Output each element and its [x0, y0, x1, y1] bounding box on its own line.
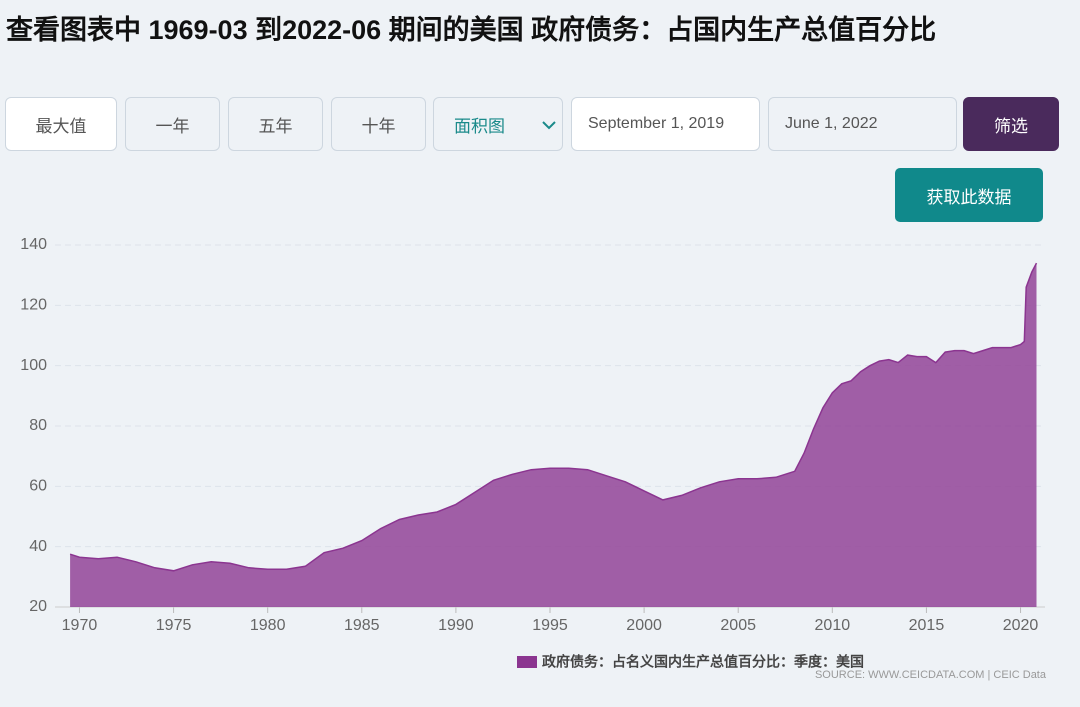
- start-date-input[interactable]: September 1, 2019: [571, 97, 760, 151]
- x-tick-label: 2015: [909, 617, 945, 634]
- x-tick-label: 2005: [720, 617, 756, 634]
- x-tick-label: 2010: [815, 617, 851, 634]
- legend-label: 政府债务：占名义国内生产总值百分比：季度：美国: [542, 654, 864, 670]
- range-button[interactable]: 一年: [125, 97, 220, 151]
- range-button[interactable]: 最大值: [5, 97, 117, 151]
- end-date-input[interactable]: June 1, 2022: [768, 97, 957, 151]
- y-tick-label: 40: [29, 538, 47, 555]
- get-data-button[interactable]: 获取此数据: [895, 168, 1043, 222]
- x-tick-label: 1985: [344, 617, 380, 634]
- x-tick-label: 2000: [626, 617, 662, 634]
- x-tick-label: 1975: [156, 617, 192, 634]
- range-button[interactable]: 十年: [331, 97, 426, 151]
- page-title: 查看图表中 1969-03 到2022-06 期间的美国 政府债务：占国内生产总…: [6, 15, 937, 45]
- y-tick-label: 20: [29, 598, 47, 615]
- y-tick-label: 140: [20, 236, 47, 253]
- legend-swatch: [517, 656, 537, 668]
- x-tick-label: 1995: [532, 617, 568, 634]
- filter-button[interactable]: 筛选: [963, 97, 1059, 151]
- y-tick-label: 80: [29, 417, 47, 434]
- source: SOURCE: WWW.CEICDATA.COM | CEIC Data: [815, 669, 1047, 681]
- range-button[interactable]: 五年: [228, 97, 323, 151]
- y-tick-label: 120: [20, 297, 47, 314]
- y-tick-label: 100: [20, 357, 47, 374]
- chart-type-select[interactable]: 面积图: [433, 97, 563, 151]
- y-tick-label: 60: [29, 478, 47, 495]
- select-label: 面积图: [454, 116, 505, 136]
- area: [70, 263, 1037, 607]
- chevron: [542, 121, 556, 130]
- x-tick-label: 2020: [1003, 617, 1039, 634]
- x-tick-label: 1970: [62, 617, 98, 634]
- x-tick-label: 1990: [438, 617, 474, 634]
- area-line: [69, 262, 1038, 572]
- x-tick-label: 1980: [250, 617, 286, 634]
